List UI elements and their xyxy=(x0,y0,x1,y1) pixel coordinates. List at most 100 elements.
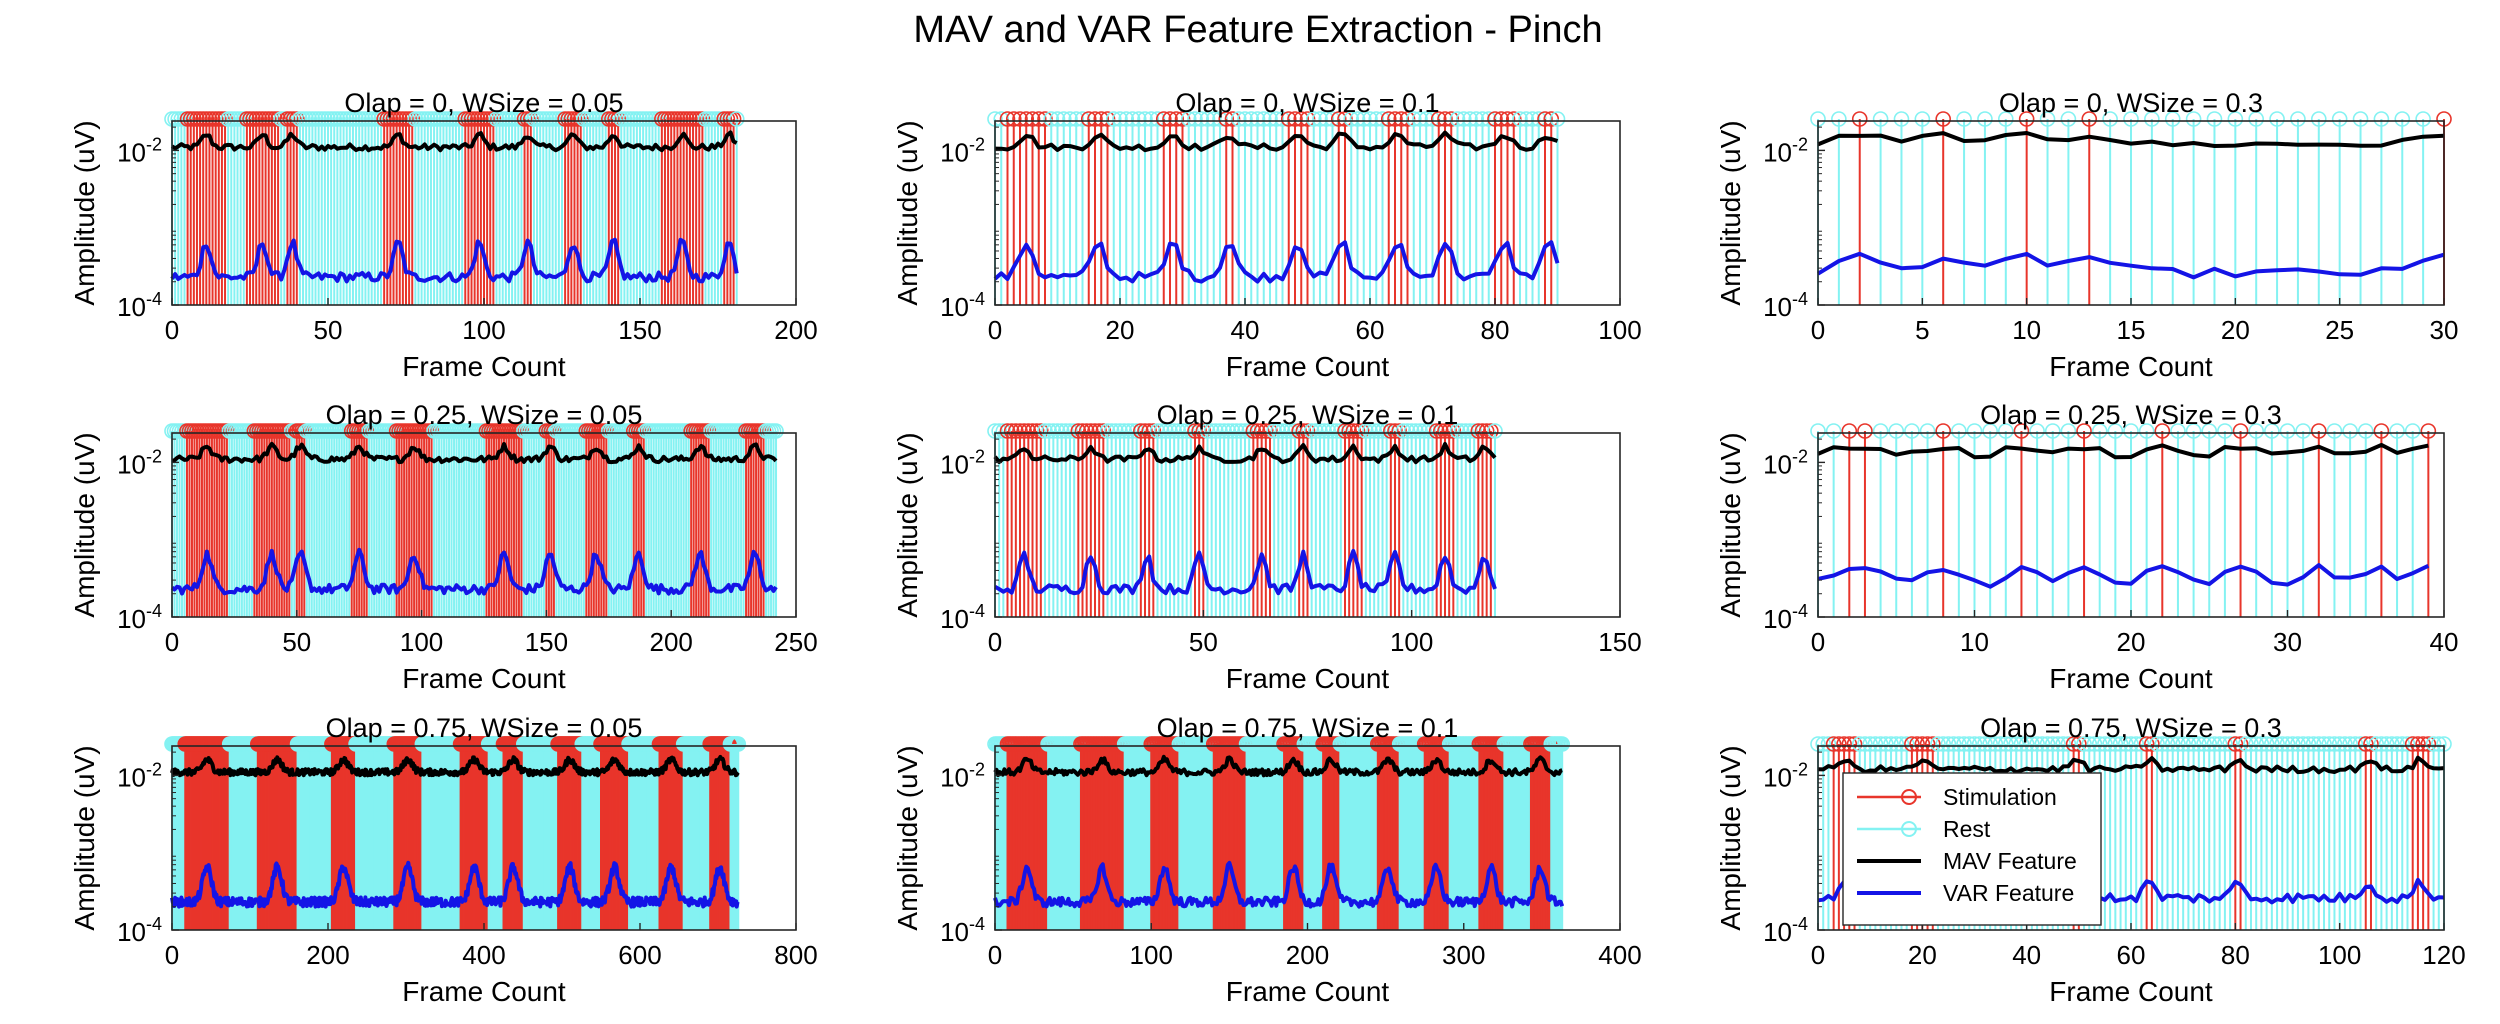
rest-marker xyxy=(1266,423,1282,439)
subplot-5: 0 50 100 150 10-4 10-2 Olap = 0.25, WSize = 0.… xyxy=(892,400,1642,694)
rest-marker xyxy=(1320,423,1337,439)
rest-marker xyxy=(2394,111,2411,127)
rest-marker xyxy=(2274,736,2291,752)
y-axis-label: Amplitude (uV) xyxy=(69,120,100,305)
stimulation-marker xyxy=(1437,423,1453,439)
stimulation-marker xyxy=(1383,423,1399,439)
rest-marker xyxy=(2201,736,2218,752)
rest-marker xyxy=(2384,736,2400,752)
stimulation-marker xyxy=(2373,423,2390,439)
x-tick-label: 40 xyxy=(2430,627,2459,657)
stimulation-marker xyxy=(2154,423,2171,439)
rest-marker xyxy=(2404,423,2421,439)
rest-marker xyxy=(2331,111,2348,127)
rest-marker xyxy=(1961,736,1978,752)
x-tick-label: 100 xyxy=(1598,315,1641,345)
stimulation-marker xyxy=(1345,423,1362,439)
rest-marker xyxy=(1987,736,2004,752)
stimulation-marker xyxy=(2013,423,2030,439)
rest-marker xyxy=(2222,736,2238,752)
rest-marker xyxy=(768,423,784,439)
mav-feature-line xyxy=(1817,131,2445,148)
legend-box xyxy=(1842,772,2102,926)
rest-marker xyxy=(2295,423,2311,439)
rest-marker xyxy=(2180,736,2197,752)
rest-marker xyxy=(1228,423,1245,439)
rest-marker xyxy=(1153,423,1170,439)
rest-marker xyxy=(2024,736,2040,752)
subplot-title: Olap = 0.25, WSize = 0.3 xyxy=(1980,400,2282,430)
var-feature-line xyxy=(1817,563,2430,589)
x-tick-label: 60 xyxy=(2117,940,2146,970)
rest-marker xyxy=(2217,736,2233,752)
var-feature-line xyxy=(994,548,1497,596)
stimulation-marker xyxy=(1187,423,1203,439)
stimulation-marker xyxy=(1337,423,1353,439)
stimulation-marker xyxy=(2071,736,2087,752)
rest-marker xyxy=(1992,736,2009,752)
rest-marker xyxy=(2107,423,2124,439)
y-tick-label: 10-2 xyxy=(940,134,985,167)
rest-marker xyxy=(1872,111,1889,127)
stimulation-marker xyxy=(2065,736,2082,752)
rest-marker xyxy=(2170,423,2186,439)
rest-marker xyxy=(2290,736,2306,752)
rest-marker xyxy=(1208,423,1224,439)
rest-marker xyxy=(2415,111,2431,127)
stimulation-marker xyxy=(1195,423,1212,439)
x-axis-label: Frame Count xyxy=(402,663,566,694)
stimulation-marker xyxy=(1095,423,1112,439)
x-tick-label: 200 xyxy=(650,627,693,657)
x-tick-label: 10 xyxy=(2012,315,2041,345)
rest-marker xyxy=(1449,423,1466,439)
stem-group xyxy=(1810,423,2437,617)
rest-marker xyxy=(2227,111,2244,127)
rest-marker xyxy=(1287,423,1303,439)
rest-marker xyxy=(1203,423,1220,439)
subplot-title: Olap = 0, WSize = 0.1 xyxy=(1175,88,1439,118)
y-tick-label: 10-2 xyxy=(1763,446,1808,479)
rest-marker xyxy=(2185,736,2202,752)
y-tick-label: 10-2 xyxy=(117,446,162,479)
y-tick-label: 10-4 xyxy=(940,289,985,322)
rest-marker xyxy=(1220,423,1237,439)
rest-marker xyxy=(2123,736,2139,752)
rest-marker xyxy=(2352,111,2369,127)
y-tick-label: 10-2 xyxy=(117,759,162,792)
rest-marker xyxy=(1919,423,1936,439)
rest-marker xyxy=(1224,423,1241,439)
x-tick-label: 20 xyxy=(2117,627,2146,657)
rest-marker xyxy=(2117,736,2134,752)
x-tick-label: 50 xyxy=(1189,627,1218,657)
rest-marker xyxy=(1241,423,1257,439)
stimulation-marker xyxy=(1024,423,1041,439)
rest-marker xyxy=(1453,423,1470,439)
x-tick-label: 400 xyxy=(1598,940,1641,970)
rest-marker xyxy=(2248,736,2264,752)
x-tick-label: 150 xyxy=(525,627,568,657)
stimulation-marker xyxy=(1020,423,1037,439)
stimulation-marker xyxy=(1245,423,1262,439)
mav-feature-line xyxy=(1817,442,2429,460)
rest-marker xyxy=(2133,736,2150,752)
rest-marker xyxy=(1857,736,1873,752)
rest-marker xyxy=(1120,423,1137,439)
rest-marker xyxy=(1403,423,1420,439)
stimulation-marker xyxy=(2311,423,2327,439)
rest-marker xyxy=(2399,736,2416,752)
rest-marker xyxy=(1166,423,1182,439)
y-tick-label: 10-2 xyxy=(940,759,985,792)
x-tick-label: 600 xyxy=(618,940,661,970)
rest-marker xyxy=(1395,423,1412,439)
rest-marker xyxy=(2149,736,2165,752)
x-tick-label: 80 xyxy=(1481,315,1510,345)
stimulation-marker xyxy=(1012,423,1028,439)
y-tick-label: 10-4 xyxy=(940,914,985,947)
y-tick-label: 10-4 xyxy=(1763,914,1808,947)
x-tick-label: 800 xyxy=(774,940,817,970)
y-axis-label: Amplitude (uV) xyxy=(1715,120,1746,305)
stimulation-marker xyxy=(1295,423,1312,439)
rest-marker xyxy=(1128,423,1145,439)
x-tick-label: 100 xyxy=(1390,627,1433,657)
rest-marker xyxy=(1183,423,1199,439)
